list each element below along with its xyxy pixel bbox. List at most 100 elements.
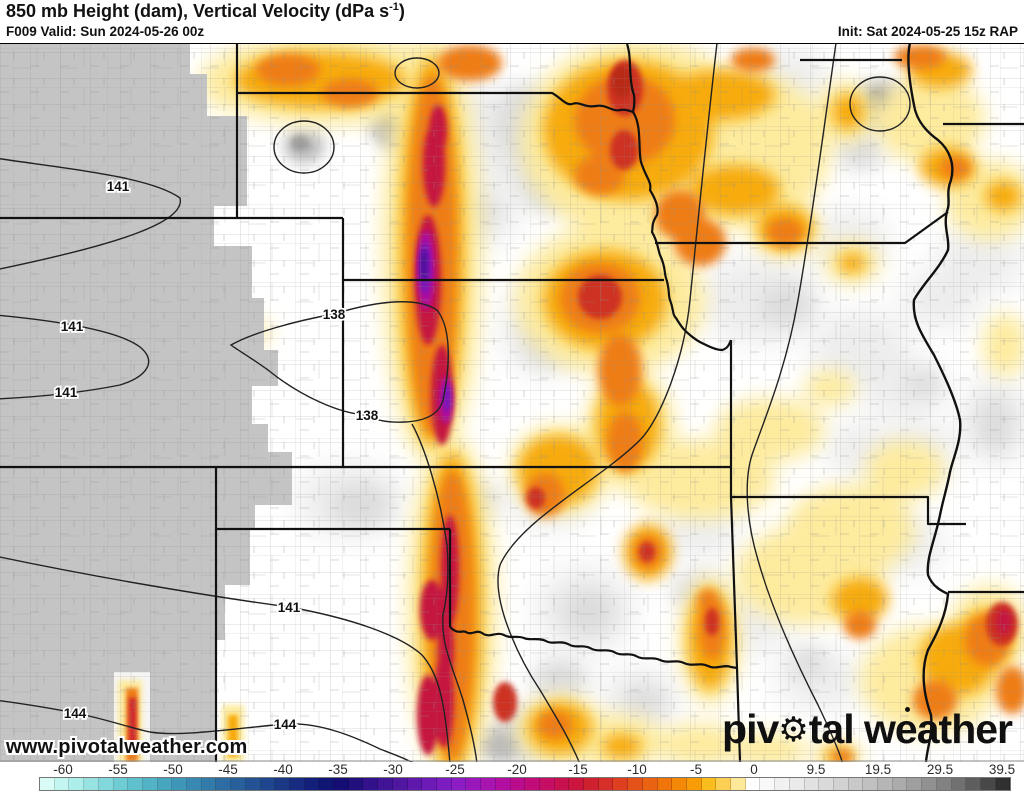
color-scale-cell <box>436 778 452 790</box>
color-scale-cell <box>407 778 423 790</box>
color-scale-cell <box>495 778 511 790</box>
color-scale-cell <box>40 778 55 790</box>
color-scale-cell <box>745 778 761 790</box>
color-scale-tick: -15 <box>568 762 588 777</box>
title-close: ) <box>398 1 405 21</box>
contour-label: 144 <box>274 717 297 732</box>
init-time-label: Init: Sat 2024-05-25 15z RAP <box>837 24 1018 39</box>
color-scale-cell <box>819 778 834 790</box>
color-scale-tick: 29.5 <box>926 762 954 777</box>
color-scale-cell <box>69 778 85 790</box>
color-scale-tick: -10 <box>627 762 647 777</box>
color-scale-cell <box>584 778 599 790</box>
color-scale-cell <box>760 778 776 790</box>
color-scale-tick: -35 <box>328 762 348 777</box>
color-scale-cell <box>569 778 585 790</box>
contour-label: 141 <box>61 319 84 334</box>
color-scale-cell <box>966 778 981 790</box>
title-superscript: -1 <box>389 1 399 13</box>
header-divider <box>0 43 1024 45</box>
contour-labels: 141 141 141 138 138 141 144 144 <box>53 177 381 734</box>
color-scale-cell <box>378 778 393 790</box>
color-scale-cell <box>98 778 114 790</box>
color-scale-cell <box>701 778 717 790</box>
color-scale-cell <box>598 778 614 790</box>
color-scale-tick: 39.5 <box>988 762 1016 777</box>
color-scale-cell <box>951 778 967 790</box>
color-scale-cell <box>525 778 540 790</box>
logo-accent-e: e <box>894 706 918 752</box>
color-scale-cell <box>510 778 526 790</box>
color-scale-cell <box>657 778 673 790</box>
contour-label: 141 <box>55 385 78 400</box>
color-scale-cell <box>187 778 202 790</box>
watermark-url: www.pivotalweather.com <box>6 736 248 758</box>
map-bottom-edge <box>0 760 1024 762</box>
color-scale-cell <box>936 778 952 790</box>
color-scale-cell <box>422 778 437 790</box>
color-scale-cell <box>54 778 70 790</box>
color-scale-tick: -40 <box>273 762 293 777</box>
color-scale-cell <box>392 778 408 790</box>
color-scale-tick: -20 <box>507 762 527 777</box>
color-scale-tick: -25 <box>445 762 465 777</box>
color-scale-cell <box>892 778 908 790</box>
color-scale-cell <box>804 778 820 790</box>
color-scale-tick: 9.5 <box>806 762 826 777</box>
color-scale-cell <box>231 778 246 790</box>
title-text: 850 mb Height (dam), Vertical Velocity (… <box>6 1 390 21</box>
color-scale-tick: -55 <box>108 762 128 777</box>
color-scale-cell <box>672 778 687 790</box>
color-scale-cell <box>981 778 996 790</box>
contour-label: 141 <box>107 179 130 194</box>
color-scale-cell <box>716 778 732 790</box>
color-scale-cell <box>731 778 746 790</box>
color-scale-cell <box>907 778 923 790</box>
color-scale-cell <box>172 778 188 790</box>
color-scale-cell <box>113 778 129 790</box>
color-scale-cell <box>878 778 893 790</box>
valid-time-label: F009 Valid: Sun 2024-05-26 00z <box>6 24 205 39</box>
color-scale-cell <box>157 778 173 790</box>
color-scale-cell <box>775 778 790 790</box>
color-scale-cell <box>628 778 643 790</box>
logo-text-ather: ather <box>916 706 1013 752</box>
color-scale-tick: -5 <box>689 762 703 777</box>
color-scale-cell <box>84 778 99 790</box>
color-scale-cell <box>789 778 805 790</box>
color-scale-cell <box>995 778 1011 790</box>
color-scale-cell <box>863 778 879 790</box>
color-scale-cell <box>451 778 467 790</box>
color-scale-tick: 19.5 <box>864 762 892 777</box>
page-title: 850 mb Height (dam), Vertical Velocity (… <box>6 1 405 22</box>
color-scale-cell <box>466 778 482 790</box>
color-scale-cell <box>481 778 496 790</box>
color-scale-tick: -60 <box>53 762 73 777</box>
contour-label: 144 <box>64 706 87 721</box>
color-scale-cell <box>686 778 702 790</box>
mississippi-river-border <box>907 44 962 762</box>
color-scale-tick: -30 <box>383 762 403 777</box>
color-scale-tick: -50 <box>163 762 183 777</box>
color-scale-tick: -45 <box>218 762 238 777</box>
contour-label: 138 <box>356 408 379 423</box>
color-scale-cell <box>348 778 364 790</box>
state-borders <box>0 44 1024 762</box>
county-grid-layer-2 <box>0 44 1024 762</box>
color-scale-cell <box>201 778 217 790</box>
color-scale-cell <box>319 778 335 790</box>
color-scale-tick: 0 <box>750 762 758 777</box>
color-scale-cell <box>128 778 143 790</box>
color-scale-cell <box>833 778 849 790</box>
pivotal-weather-logo: piv⚙tal weather <box>722 706 1013 753</box>
contour-label: 138 <box>323 307 346 322</box>
color-scale-cell <box>142 778 158 790</box>
color-scale-bar <box>39 777 1011 791</box>
header: 850 mb Height (dam), Vertical Velocity (… <box>0 0 1024 45</box>
color-scale-cell <box>216 778 232 790</box>
logo-text-piv: piv <box>722 706 779 752</box>
gear-icon: ⚙ <box>778 711 809 749</box>
color-scale-cell <box>245 778 261 790</box>
color-scale-cell <box>539 778 555 790</box>
color-scale-cell <box>922 778 937 790</box>
